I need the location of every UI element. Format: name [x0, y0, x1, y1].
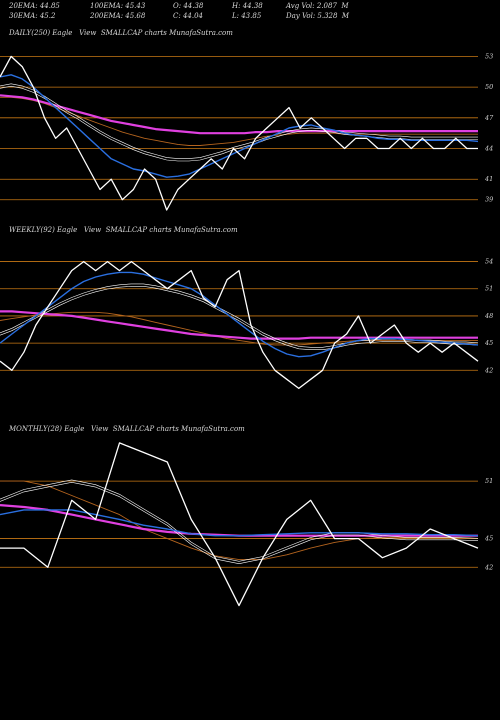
- weekly-tick-label: 51: [485, 285, 493, 293]
- monthly-ema20-line: [0, 509, 479, 537]
- daily-ema20-line: [0, 74, 479, 178]
- daily-ema200-line: [0, 94, 478, 135]
- header-row1-avgvol: Avg Vol: 2.087 M: [286, 2, 349, 10]
- header-row2-ema30: 30EMA: 45.2: [9, 12, 56, 20]
- monthly-tick-label: 45: [484, 535, 493, 543]
- monthly-tick-label: 51: [485, 477, 493, 485]
- daily-panel-label: DAILY(250) Eagle View SMALLCAP charts Mu…: [9, 29, 233, 37]
- weekly-ema200-line: [0, 310, 478, 340]
- header-row2-close: C: 44.04: [173, 12, 203, 20]
- weekly-tick-label: 45: [484, 339, 493, 347]
- header-row1-ema20: 20EMA: 44.85: [9, 2, 60, 10]
- daily-tick-label: 44: [484, 145, 493, 153]
- daily-tick-label: 39: [485, 196, 493, 204]
- daily-ema30-line: [0, 85, 478, 162]
- weekly-tick-label: 54: [485, 258, 493, 266]
- monthly-price-line: [0, 442, 479, 607]
- weekly-tick-label: 42: [484, 366, 493, 374]
- daily-tick-label: 41: [484, 175, 493, 183]
- weekly-ema20-line: [0, 271, 479, 358]
- header-row2-low: L: 43.85: [232, 12, 262, 20]
- header-row1-open: O: 44.38: [173, 2, 204, 10]
- weekly-price-line: [0, 260, 479, 390]
- daily-tick-label: 50: [485, 83, 493, 91]
- monthly-panel-label: MONTHLY(28) Eagle View SMALLCAP charts M…: [9, 425, 245, 433]
- daily-ema100-line: [0, 96, 478, 146]
- header-row1-ema100: 100EMA: 45.43: [90, 2, 146, 10]
- header-row2-dayvol: Day Vol: 5.328 M: [286, 12, 350, 20]
- header-row1-high: H: 44.38: [232, 2, 263, 10]
- daily-tick-label: 47: [484, 114, 494, 122]
- daily-tick-label: 53: [485, 52, 493, 60]
- monthly-ema30-line: [0, 481, 479, 565]
- daily-price-line: [0, 55, 478, 211]
- monthly-tick-label: 42: [484, 563, 493, 571]
- monthly-ema30-line: [0, 479, 479, 562]
- daily-ema30-line: [0, 83, 478, 159]
- monthly-ema100-line: [0, 480, 479, 561]
- weekly-ema100-line: [0, 311, 478, 346]
- weekly-panel-label: WEEKLY(92) Eagle View SMALLCAP charts Mu…: [9, 226, 238, 234]
- weekly-tick-label: 48: [484, 312, 493, 320]
- header-row2-ema200: 200EMA: 45.68: [90, 12, 146, 20]
- weekly-ema30-line: [0, 285, 479, 351]
